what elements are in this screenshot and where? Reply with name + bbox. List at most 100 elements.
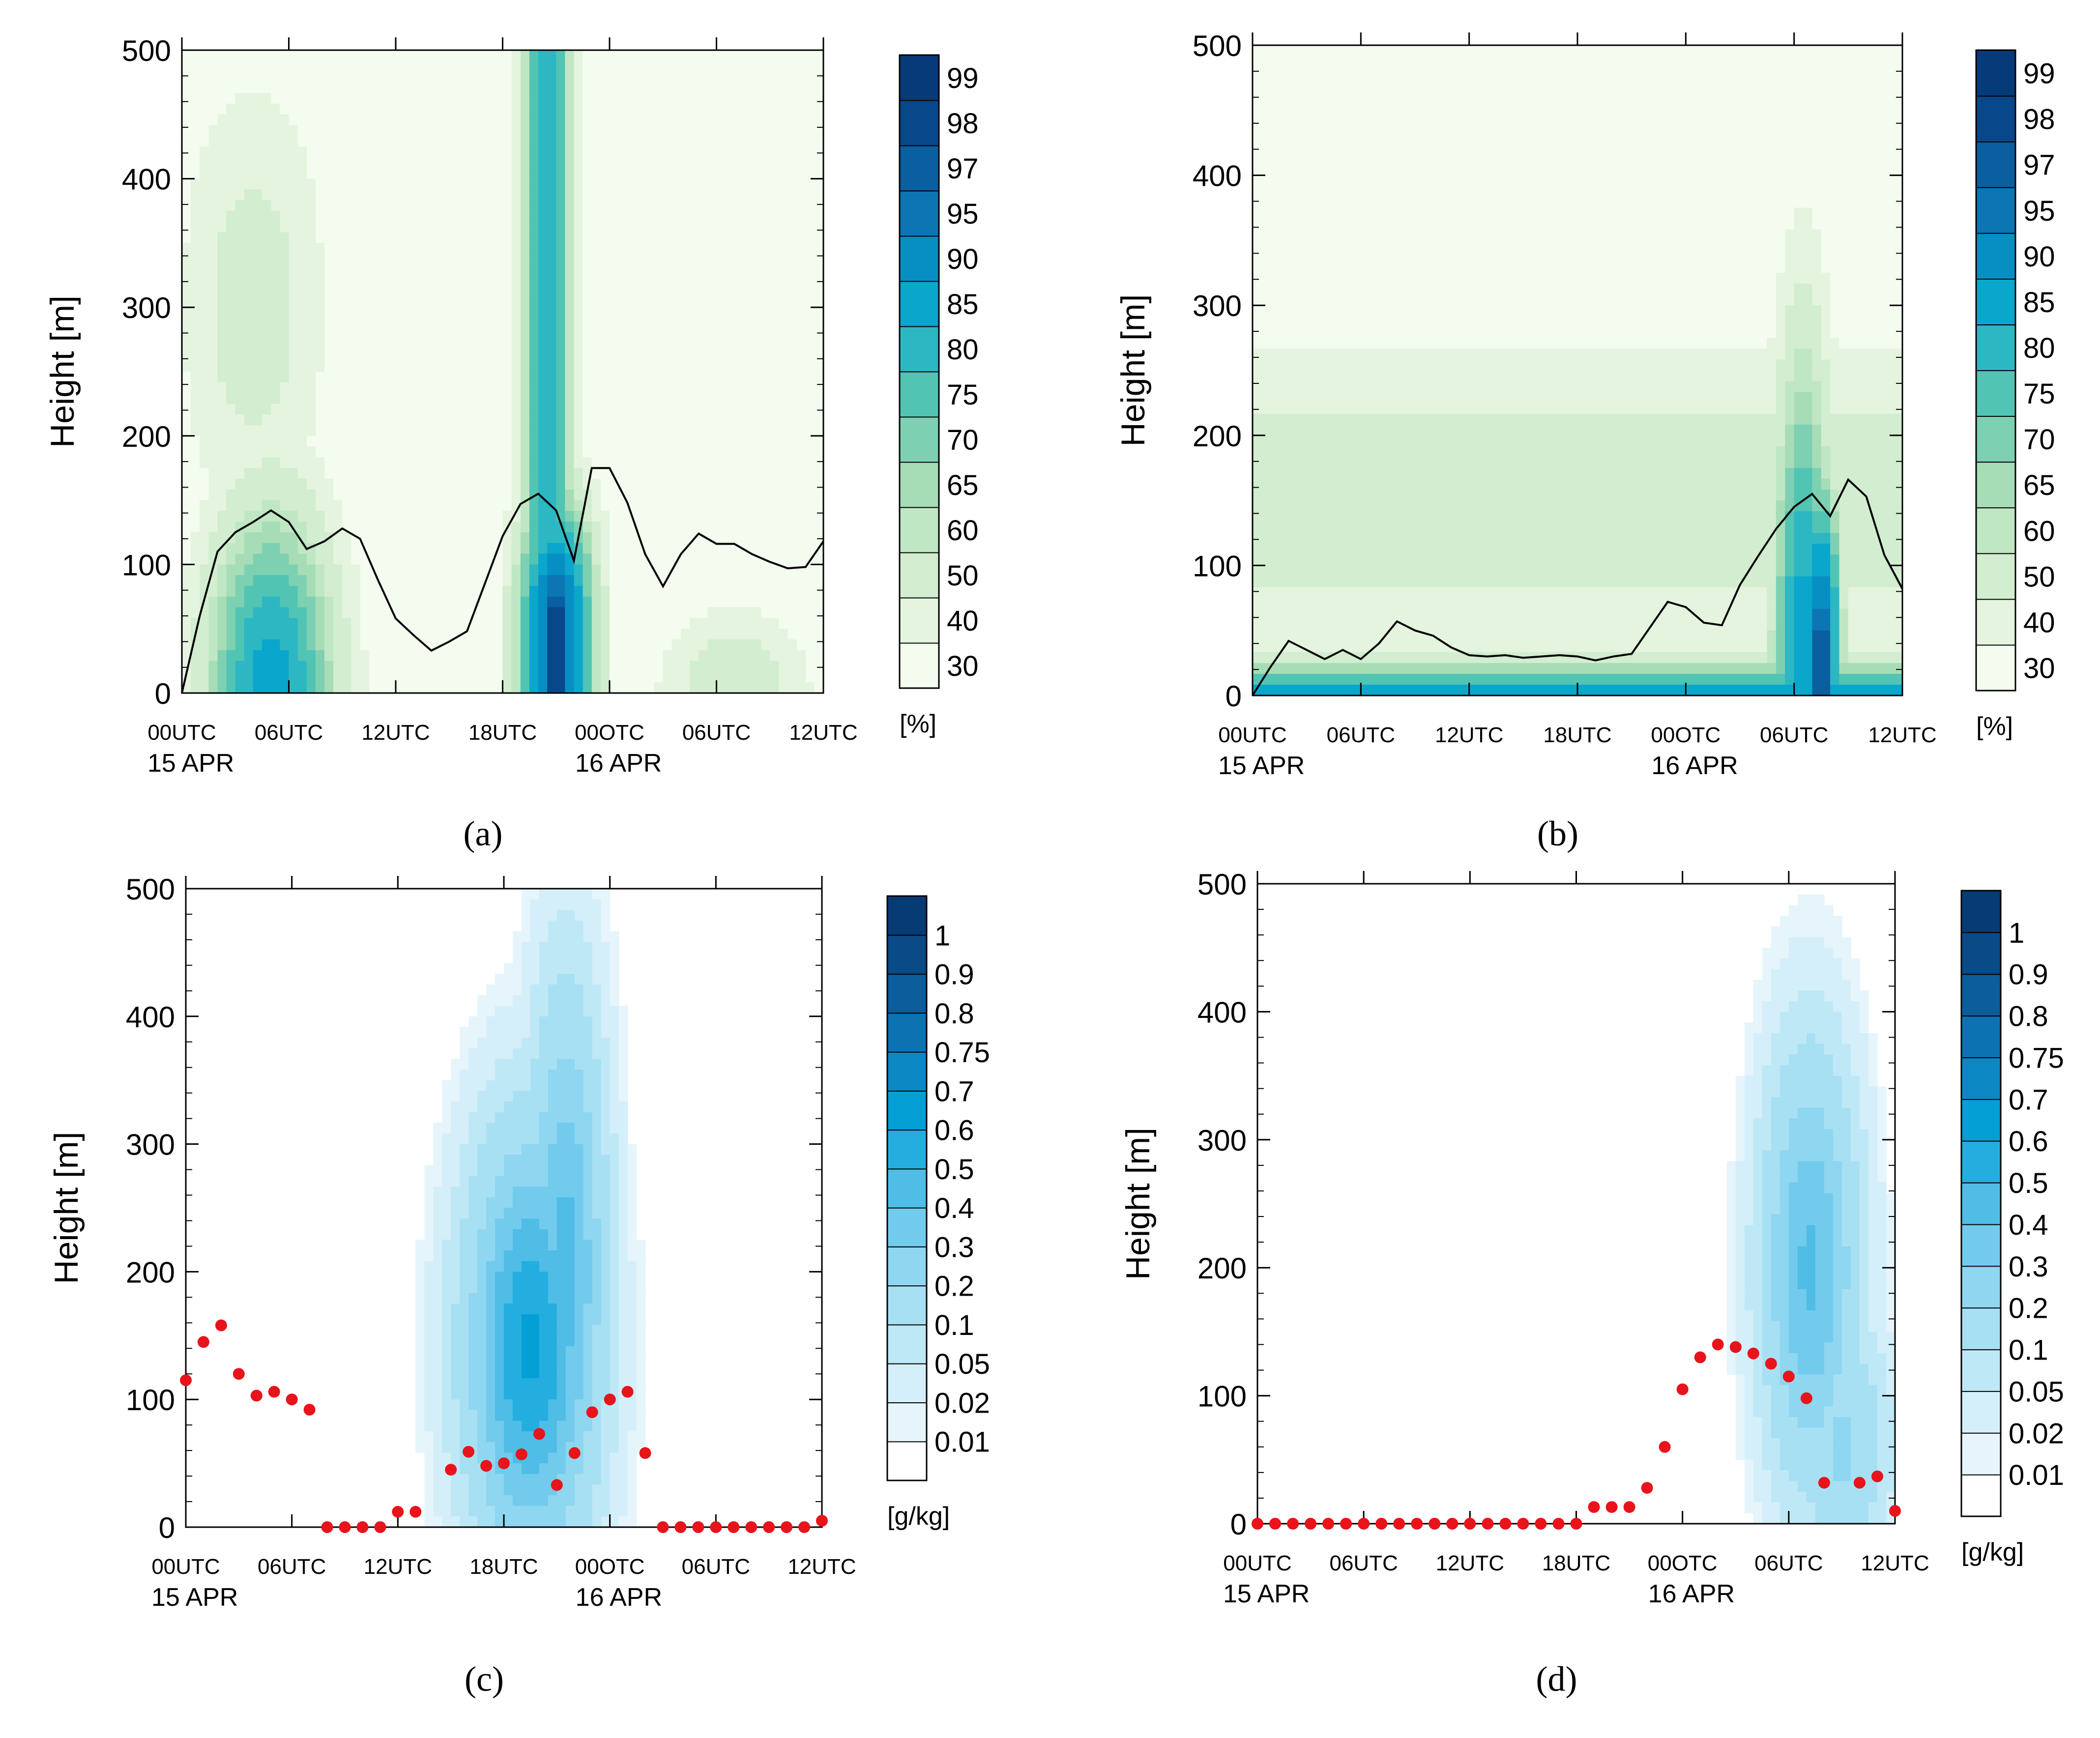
fog-top-dot <box>339 1521 351 1533</box>
colorbar-box <box>887 1129 927 1170</box>
colorbar-box <box>887 1441 927 1481</box>
colorbar-label: 1 <box>934 920 950 952</box>
x-tick-label: 18UTC <box>1542 1551 1610 1575</box>
colorbar-label: 0.5 <box>2009 1167 2048 1199</box>
colorbar-box <box>1961 1015 2001 1059</box>
colorbar-label: 0.2 <box>934 1271 974 1303</box>
colorbar-box <box>887 1051 927 1092</box>
x-tick-label: 00UTC <box>1218 723 1286 747</box>
fog-top-dot <box>1676 1383 1689 1395</box>
fog-top-dot <box>321 1521 333 1533</box>
x-tick-label: 00OTC <box>575 1555 645 1579</box>
colorbar-label: 30 <box>2023 653 2055 685</box>
fog-top-dot <box>180 1374 192 1387</box>
fog-top-dot <box>1517 1518 1529 1530</box>
fog-top-dot <box>1729 1341 1742 1353</box>
colorbar-label: 60 <box>2023 515 2055 547</box>
colorbar-box <box>899 326 939 373</box>
y-tick-label: 300 <box>1197 1124 1247 1157</box>
colorbar-label: 40 <box>947 605 979 637</box>
colorbar-label: 0.6 <box>2009 1126 2048 1158</box>
fog-top-dot <box>1818 1477 1830 1489</box>
y-tick-label: 400 <box>1197 996 1247 1029</box>
colorbar-box <box>1976 50 2016 97</box>
colorbar-label: 65 <box>947 469 979 501</box>
y-tick-label: 500 <box>1193 29 1242 62</box>
fog-top-dot <box>1605 1501 1618 1513</box>
colorbar-label: 50 <box>2023 561 2055 593</box>
colorbar-box <box>899 190 939 237</box>
colorbar-label: 95 <box>947 198 979 230</box>
fog-top-dot <box>1499 1518 1512 1530</box>
fog-top-dot <box>250 1390 262 1402</box>
colorbar-label: 70 <box>947 424 979 456</box>
x-tick-label: 06UTC <box>258 1555 326 1579</box>
fog-top-dot <box>1482 1518 1494 1530</box>
date-label: 15 APR <box>151 1583 238 1612</box>
colorbar-label: 0.6 <box>934 1115 974 1147</box>
y-tick-label: 300 <box>1193 290 1242 322</box>
colorbar-box <box>887 1285 927 1326</box>
colorbar-box <box>1961 1432 2001 1476</box>
fog-top-dot <box>604 1393 616 1406</box>
y-tick-label: 0 <box>155 677 171 710</box>
fog-top-dot <box>356 1521 369 1533</box>
fog-top-dot <box>480 1460 493 1472</box>
colorbar-label: 0.9 <box>934 959 974 991</box>
x-tick-label: 00OTC <box>1651 723 1721 747</box>
colorbar-label: 0.02 <box>2009 1418 2064 1449</box>
fog-top-dot <box>498 1457 510 1470</box>
y-tick-label: 200 <box>126 1256 175 1289</box>
fog-top-dot <box>286 1393 298 1406</box>
colorbar-box <box>899 55 939 101</box>
fog-top-dot <box>515 1448 527 1460</box>
y-axis-title: Height [m] <box>1119 1128 1157 1280</box>
y-tick-label: 200 <box>1197 1252 1247 1285</box>
fog-top-dot <box>1252 1518 1263 1530</box>
colorbar-label: 0.4 <box>2009 1209 2048 1241</box>
colorbar-label: 0.75 <box>934 1037 990 1069</box>
y-tick-label: 200 <box>1193 420 1242 453</box>
date-label: 16 APR <box>576 1583 662 1612</box>
colorbar-box <box>899 235 939 282</box>
colorbar-label: 60 <box>947 515 979 547</box>
x-tick-label: 00UTC <box>147 721 216 745</box>
y-tick-label: 200 <box>122 420 171 453</box>
fog-top-dot <box>1889 1505 1901 1517</box>
colorbar-box <box>899 145 939 192</box>
y-tick-label: 0 <box>159 1511 175 1544</box>
fog-top-dot <box>1340 1518 1352 1530</box>
colorbar-box <box>1961 1099 2001 1142</box>
date-label: 15 APR <box>1223 1580 1310 1608</box>
y-tick-label: 300 <box>122 291 171 324</box>
fog-top-dot <box>445 1464 457 1476</box>
colorbar-box <box>887 1168 927 1209</box>
fog-top-dot <box>568 1447 581 1459</box>
colorbar-box <box>1976 598 2016 646</box>
colorbar-box <box>887 1402 927 1443</box>
colorbar-d: 0.01 0.02 0.05 0.1 0.2 0.3 0.4 0.5 0.6 0.7 0.75 0.8… <box>1960 890 2064 1566</box>
x-tick-label: 18UTC <box>1543 723 1611 747</box>
colorbar-box <box>1976 644 2016 692</box>
fog-top-dot <box>1659 1441 1671 1453</box>
colorbar-box <box>887 973 927 1014</box>
colorbar-label: 0.2 <box>2009 1293 2048 1325</box>
colorbar-label: 0.7 <box>934 1075 974 1107</box>
y-tick-label: 100 <box>122 549 171 581</box>
colorbar-label: 0.05 <box>2009 1376 2064 1408</box>
fog-top-dot <box>816 1515 828 1527</box>
x-tick-label: 12UTC <box>1436 1551 1504 1575</box>
colorbar-box <box>1961 931 2001 975</box>
date-label: 16 APR <box>1648 1580 1735 1608</box>
panel-caption-b: (b) <box>1537 814 1578 853</box>
fog-top-dot <box>1765 1358 1777 1370</box>
bl-height-line-b <box>1252 478 1903 696</box>
date-label: 16 APR <box>1651 752 1738 780</box>
x-tick-label: 18UTC <box>469 1555 538 1579</box>
colorbar-box <box>1976 324 2016 372</box>
colorbar-box <box>1961 890 2001 933</box>
fog-top-dot <box>639 1447 651 1459</box>
fog-top-dot <box>1269 1518 1281 1530</box>
fog-top-dot <box>1588 1501 1600 1513</box>
y-tick-label: 0 <box>1225 680 1242 713</box>
